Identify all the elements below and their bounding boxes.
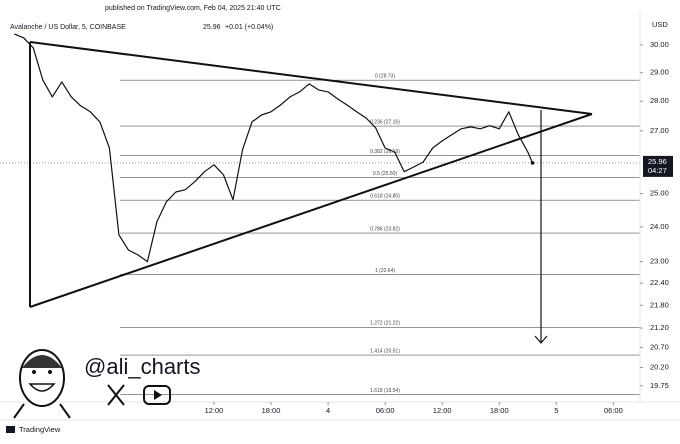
fib-label: 1.414 (20.51) [370,348,400,354]
lower-trendline [29,113,593,308]
fib-label: 1.618 (19.54) [370,388,400,394]
price-line [14,33,534,263]
x-tick-label: 4 [326,406,330,415]
avatar-body [13,403,71,419]
plot [0,33,640,263]
upper-trendline [29,41,593,115]
tv-logo [6,426,15,433]
fib-label-bg [362,320,408,327]
avatar-eye [32,370,36,374]
fib-label-bg [362,348,408,355]
fib-label: 0.786 (23.82) [370,226,400,232]
x-tick-label: 12:00 [433,406,452,415]
y-tick-label: 30.00 [650,40,669,49]
header-price: 25.96 [203,24,221,31]
y-tick-label: 23.00 [650,257,669,266]
x-tick-label: 18:00 [490,406,509,415]
y-tick-label: 21.20 [650,323,669,332]
last-point [530,161,535,165]
watermark-handle: @ali_charts [84,354,201,379]
avatar-mouth [28,383,56,392]
x-icon-stroke [107,384,125,406]
y-tick-label: 20.20 [650,362,669,371]
price-tag-value: 25.96 [648,157,667,166]
y-tick-label: 25.00 [650,189,669,198]
triangle-drawing [29,41,593,308]
avatar [13,349,71,419]
price-tag [643,155,673,177]
y-tick-label: 29.00 [650,68,669,77]
avatar-hair [22,355,62,368]
fib-label: 0.618 (24.80) [370,193,400,199]
symbol-title: Avalanche / US Dollar, 5, COINBASE [10,24,126,31]
x-tick-label: 12:00 [205,406,224,415]
x-tick-label: 06:00 [604,406,623,415]
fib-label-bg [362,73,408,80]
y-tick-label: 22.40 [650,278,669,287]
fib-label-bg [362,148,408,155]
x-icon [107,384,125,406]
avatar-eye [48,370,52,374]
fib-label-bg [362,267,408,274]
fib-label: 0 (28.73) [375,74,395,80]
youtube-icon [143,385,171,405]
y-tick-label: 24.00 [650,222,669,231]
fib-label: 1 (22.64) [375,268,395,274]
fib-label: 1.272 (21.22) [370,321,400,327]
youtube-play [154,390,162,400]
fib-label: 0.5 (25.50) [373,171,398,177]
fib-label-bg [362,170,408,177]
y-tick-label: 28.00 [650,96,669,105]
x-tick-label: 18:00 [262,406,281,415]
footer-brand: TradingView [19,425,61,434]
fib-group: 0 (28.73) 0.236 (27.16) 0.382 (26.19) 0.5 (… [120,73,640,395]
arrow-head [534,335,548,344]
x-tick-label: 06:00 [376,406,395,415]
fib-label: 0.382 (26.19) [370,149,400,155]
y-tick-label: 19.75 [650,381,669,390]
currency: USD [652,20,668,29]
fib-label-bg [362,193,408,200]
price-tag-countdown: 04:27 [648,166,667,175]
y-tick-label: 21.80 [650,300,669,309]
fib-label-bg [362,226,408,233]
target-arrow [534,110,548,344]
header-change: +0.01 (+0.04%) [225,24,273,31]
fib-label-bg [362,387,408,394]
published-note: published on TradingView.com, Feb 04, 20… [105,5,281,12]
youtube-frame [143,385,171,405]
x-tick-label: 5 [554,406,558,415]
fib-label: 0.236 (27.16) [370,119,400,125]
fib-label-bg [362,119,408,126]
y-tick-label: 20.70 [650,343,669,352]
y-tick-label: 27.00 [650,126,669,135]
